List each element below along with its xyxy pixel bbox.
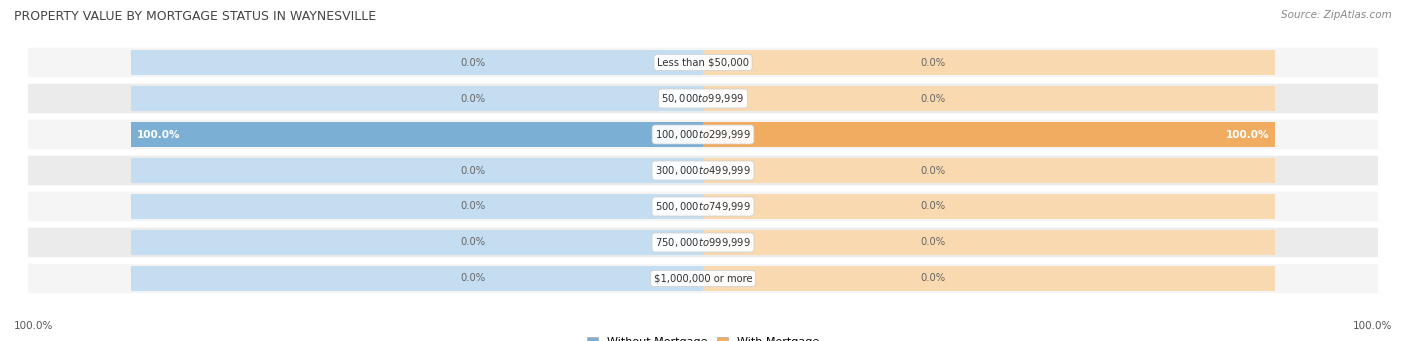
Text: 0.0%: 0.0%	[921, 237, 945, 248]
FancyBboxPatch shape	[28, 84, 1378, 113]
Text: PROPERTY VALUE BY MORTGAGE STATUS IN WAYNESVILLE: PROPERTY VALUE BY MORTGAGE STATUS IN WAY…	[14, 10, 377, 23]
FancyBboxPatch shape	[131, 86, 703, 111]
Text: $300,000 to $499,999: $300,000 to $499,999	[655, 164, 751, 177]
Text: 0.0%: 0.0%	[461, 202, 485, 211]
FancyBboxPatch shape	[703, 122, 1275, 147]
FancyBboxPatch shape	[131, 266, 703, 291]
Text: 0.0%: 0.0%	[461, 93, 485, 104]
FancyBboxPatch shape	[703, 194, 1275, 219]
FancyBboxPatch shape	[131, 50, 703, 75]
Bar	[131, 122, 703, 147]
Text: $100,000 to $299,999: $100,000 to $299,999	[655, 128, 751, 141]
FancyBboxPatch shape	[131, 194, 703, 219]
FancyBboxPatch shape	[703, 86, 1275, 111]
Legend: Without Mortgage, With Mortgage: Without Mortgage, With Mortgage	[582, 332, 824, 341]
Text: 0.0%: 0.0%	[921, 58, 945, 68]
FancyBboxPatch shape	[131, 230, 703, 255]
FancyBboxPatch shape	[28, 192, 1378, 221]
FancyBboxPatch shape	[703, 266, 1275, 291]
FancyBboxPatch shape	[703, 158, 1275, 183]
Text: 0.0%: 0.0%	[461, 237, 485, 248]
Text: 0.0%: 0.0%	[461, 273, 485, 283]
Bar	[703, 122, 1275, 147]
Text: $50,000 to $99,999: $50,000 to $99,999	[661, 92, 745, 105]
FancyBboxPatch shape	[28, 48, 1378, 77]
Text: 0.0%: 0.0%	[921, 273, 945, 283]
Text: Less than $50,000: Less than $50,000	[657, 58, 749, 68]
Text: $1,000,000 or more: $1,000,000 or more	[654, 273, 752, 283]
Text: 100.0%: 100.0%	[1353, 321, 1392, 330]
FancyBboxPatch shape	[703, 50, 1275, 75]
Text: 0.0%: 0.0%	[461, 58, 485, 68]
FancyBboxPatch shape	[131, 122, 703, 147]
FancyBboxPatch shape	[28, 228, 1378, 257]
Text: 100.0%: 100.0%	[1226, 130, 1270, 139]
FancyBboxPatch shape	[28, 156, 1378, 185]
Text: 100.0%: 100.0%	[14, 321, 53, 330]
Text: 100.0%: 100.0%	[136, 130, 180, 139]
Text: $750,000 to $999,999: $750,000 to $999,999	[655, 236, 751, 249]
Text: 0.0%: 0.0%	[921, 93, 945, 104]
Text: 0.0%: 0.0%	[921, 165, 945, 176]
Text: 0.0%: 0.0%	[921, 202, 945, 211]
FancyBboxPatch shape	[703, 230, 1275, 255]
FancyBboxPatch shape	[28, 264, 1378, 293]
FancyBboxPatch shape	[131, 158, 703, 183]
Text: $500,000 to $749,999: $500,000 to $749,999	[655, 200, 751, 213]
FancyBboxPatch shape	[28, 120, 1378, 149]
Text: Source: ZipAtlas.com: Source: ZipAtlas.com	[1281, 10, 1392, 20]
Text: 0.0%: 0.0%	[461, 165, 485, 176]
